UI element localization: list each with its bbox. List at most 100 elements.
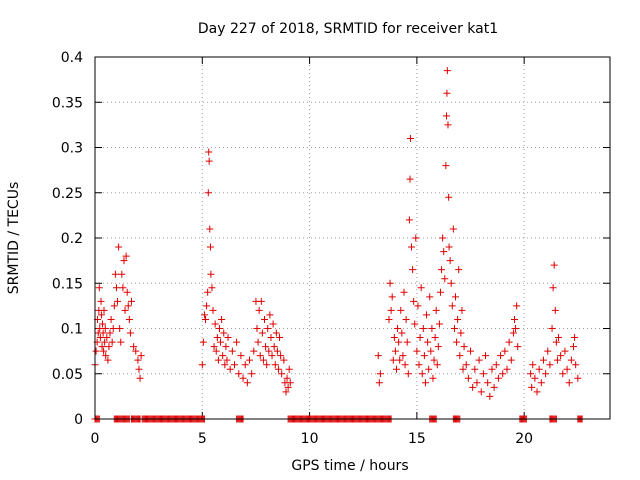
data-point — [507, 356, 515, 364]
data-point — [570, 343, 578, 351]
data-point — [273, 347, 281, 355]
data-point — [574, 374, 582, 382]
data-point — [512, 325, 520, 332]
data-point — [412, 234, 420, 242]
data-point — [431, 334, 439, 342]
data-point — [389, 356, 397, 364]
y-tick-label: 0.35 — [52, 95, 83, 111]
data-point — [454, 315, 462, 323]
data-point — [108, 338, 116, 346]
data-point — [411, 320, 419, 328]
data-point — [528, 383, 536, 391]
data-point — [120, 257, 128, 265]
data-point — [269, 320, 277, 328]
data-point — [443, 89, 451, 97]
data-point — [559, 370, 567, 378]
data-point — [239, 374, 247, 382]
data-point — [447, 279, 455, 287]
data-point — [125, 315, 133, 323]
data-point — [224, 334, 232, 342]
data-point — [268, 352, 276, 360]
y-tick-label: 0.2 — [61, 231, 83, 247]
data-point — [250, 347, 258, 355]
x-tick-label: 10 — [301, 431, 319, 447]
data-point — [424, 338, 432, 346]
data-point — [119, 284, 127, 292]
data-point — [434, 343, 442, 351]
data-point — [533, 388, 541, 396]
data-point — [433, 361, 441, 369]
data-point — [551, 306, 559, 314]
data-point — [265, 347, 273, 355]
data-point — [388, 293, 396, 301]
data-point — [262, 343, 270, 351]
data-point — [505, 338, 513, 346]
data-point — [427, 347, 435, 355]
data-point — [435, 320, 443, 328]
data-point — [497, 352, 505, 360]
data-point — [531, 374, 539, 382]
data-point — [222, 343, 230, 351]
data-point — [557, 352, 565, 360]
data-point — [513, 302, 521, 310]
data-point — [550, 261, 558, 269]
data-point — [488, 365, 496, 373]
data-point — [107, 315, 115, 323]
data-point — [258, 329, 266, 337]
data-point — [255, 306, 263, 314]
data-point — [387, 306, 395, 314]
data-point — [537, 379, 545, 387]
data-point — [200, 311, 208, 319]
data-point — [385, 315, 393, 323]
y-tick-label: 0.3 — [61, 141, 83, 157]
data-point — [404, 370, 412, 378]
data-point — [115, 243, 123, 251]
data-point — [210, 343, 218, 351]
data-point — [248, 370, 256, 378]
data-point — [413, 347, 421, 355]
data-point — [432, 306, 440, 314]
data-point — [405, 216, 413, 224]
data-point — [421, 379, 429, 387]
data-point — [499, 370, 507, 378]
data-point — [492, 361, 500, 369]
data-point — [457, 329, 465, 337]
data-point — [211, 320, 219, 328]
data-point — [399, 352, 407, 360]
data-point — [104, 356, 112, 364]
data-point — [266, 311, 274, 319]
data-point — [218, 315, 226, 323]
data-point — [402, 315, 410, 323]
data-point — [284, 383, 292, 391]
data-point — [394, 325, 402, 332]
data-point — [459, 365, 467, 373]
y-axis-title: SRMTID / TECUs — [6, 182, 22, 295]
data-point — [198, 361, 206, 369]
x-tick-label: 15 — [408, 431, 426, 447]
data-point — [442, 162, 450, 170]
data-point — [220, 329, 228, 337]
data-point — [100, 306, 108, 314]
data-point — [444, 121, 452, 129]
data-point — [226, 365, 234, 373]
data-point — [549, 284, 557, 292]
data-point — [206, 225, 214, 233]
data-point — [109, 325, 117, 332]
y-tick-label: 0.4 — [61, 50, 83, 66]
data-point — [136, 374, 144, 382]
data-point — [400, 288, 408, 296]
data-point — [261, 315, 269, 323]
data-point — [256, 352, 264, 360]
data-point — [428, 325, 436, 332]
data-point — [423, 311, 431, 319]
data-point — [92, 347, 100, 355]
x-axis-title: GPS time / hours — [291, 458, 408, 474]
data-point — [376, 370, 384, 378]
data-point — [121, 306, 129, 314]
data-point — [219, 352, 227, 360]
data-point — [429, 374, 437, 382]
data-point — [102, 352, 110, 360]
data-point — [503, 365, 511, 373]
data-point — [553, 356, 561, 364]
data-point — [223, 356, 231, 364]
